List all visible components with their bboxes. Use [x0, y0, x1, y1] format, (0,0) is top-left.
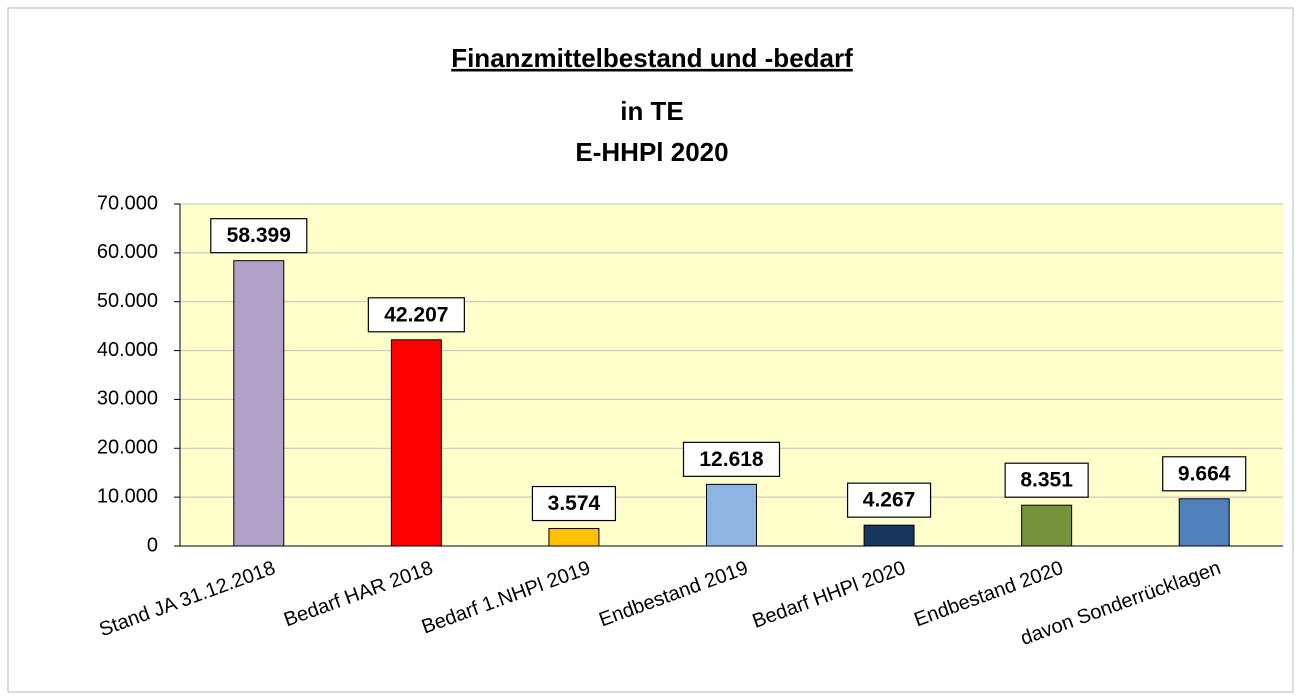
data-label-box [846, 482, 932, 518]
chart-subtitle: in TE [620, 96, 684, 126]
data-label: 58.399 [227, 224, 291, 247]
data-label-box [210, 218, 308, 254]
data-label: 8.351 [1020, 469, 1073, 492]
bar [863, 524, 915, 547]
bar [706, 483, 757, 547]
data-label: 4.267 [863, 489, 916, 512]
bar [233, 260, 285, 547]
data-label-box [682, 441, 781, 477]
data-label-box [1162, 456, 1247, 492]
data-label: 12.618 [699, 448, 764, 471]
chart-subtitle: E-HHPl 2020 [575, 137, 728, 167]
data-label: 42.207 [384, 303, 448, 326]
bar [1178, 498, 1230, 547]
y-tick-label: 10.000 [97, 485, 158, 507]
y-tick-label: 60.000 [97, 241, 158, 263]
y-tick-label: 70.000 [97, 192, 158, 214]
bar [1021, 504, 1073, 547]
chart-title: Finanzmittelbestand und -bedarf [451, 43, 853, 73]
data-label-box [1004, 462, 1089, 498]
y-tick-label: 40.000 [97, 339, 158, 361]
y-tick-label: 30.000 [97, 388, 158, 410]
y-tick-label: 0 [147, 534, 158, 556]
bar [390, 339, 442, 547]
data-label: 3.574 [548, 492, 601, 515]
data-label-box [531, 485, 617, 522]
data-label: 9.664 [1178, 462, 1231, 485]
y-tick-label: 20.000 [97, 437, 158, 459]
y-tick-label: 50.000 [97, 290, 158, 312]
bar [548, 528, 600, 547]
data-label-box [367, 297, 465, 333]
